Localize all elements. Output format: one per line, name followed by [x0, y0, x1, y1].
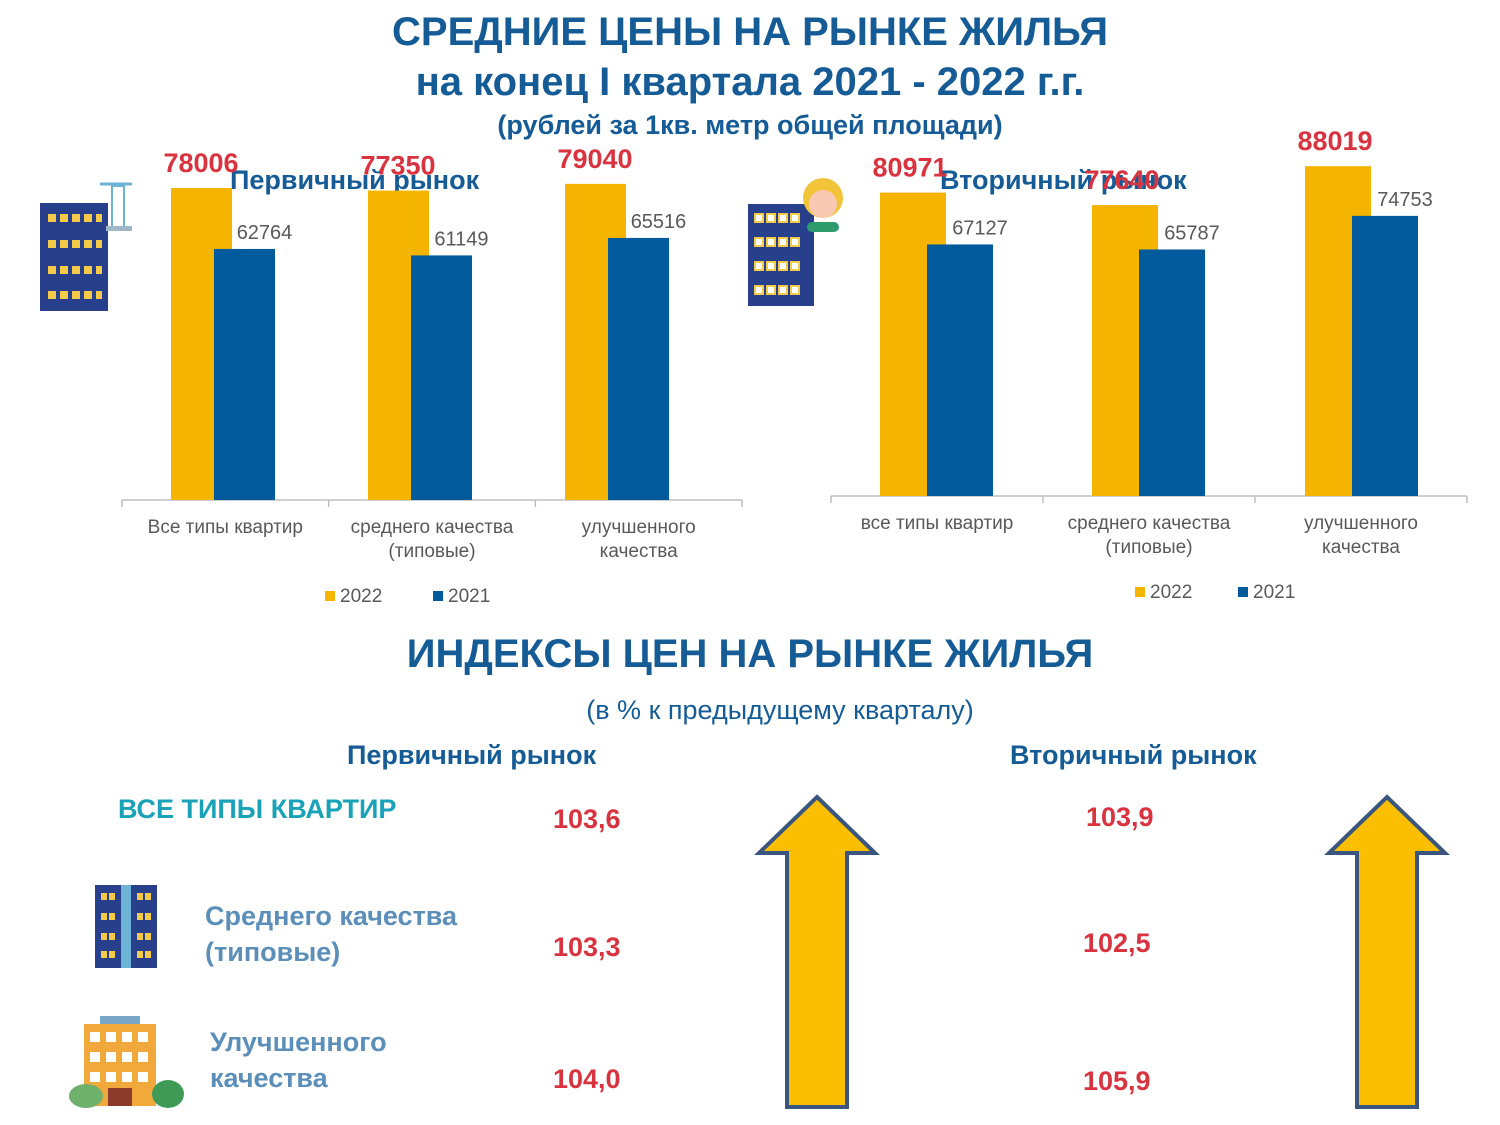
data-label-2022-3: 88019 — [1297, 126, 1372, 156]
index-primary-all: 103,6 — [553, 804, 621, 834]
legend-label-2021: 2021 — [448, 586, 490, 607]
data-label-2022-3: 79040 — [557, 144, 632, 174]
building-improved-icon — [69, 1016, 184, 1108]
category-label-2: (типовые) — [388, 541, 475, 562]
indices-secondary-label: Вторичный рынок — [1010, 740, 1257, 770]
chart-title-secondary: Вторичный рынок — [940, 165, 1187, 195]
indices-primary-label: Первичный рынок — [347, 740, 597, 770]
legend-swatch-2022 — [325, 591, 335, 601]
data-label-2022-1: 78006 — [163, 148, 238, 178]
bar-2021-2 — [1139, 249, 1205, 496]
data-label-2022-2: 77640 — [1084, 165, 1159, 195]
index-row-label-all: ВСЕ ТИПЫ КВАРТИР — [118, 794, 397, 824]
legend-label-2022: 2022 — [340, 586, 382, 607]
data-label-2021-2: 61149 — [434, 228, 488, 250]
building-typical-icon — [95, 885, 157, 968]
index-row-label-improved-line2: качества — [210, 1063, 328, 1093]
legend-swatch-2022 — [1135, 587, 1145, 597]
indices-title: ИНДЕКСЫ ЦЕН НА РЫНКЕ ЖИЛЬЯ — [406, 632, 1094, 676]
category-label-3: качества — [1322, 537, 1400, 558]
index-row-label-improved-line1: Улучшенного — [210, 1027, 387, 1057]
data-label-2022-2: 77350 — [360, 151, 435, 181]
building-crane-icon — [40, 182, 132, 311]
bar-2021-1 — [927, 244, 993, 496]
data-label-2021-3: 74753 — [1377, 189, 1433, 211]
chart-secondary-market: 80971 77640 88019 67127 65787 74753 все типы к… — [830, 126, 1468, 603]
chart-primary-market: 78006 77350 79040 62764 61149 65516 Все типы к… — [121, 144, 743, 607]
chart-title-primary: Первичный рынок — [230, 165, 480, 195]
index-primary-typical: 103,3 — [553, 932, 621, 962]
legend-swatch-2021 — [1238, 587, 1248, 597]
bar-2021-1 — [214, 248, 275, 500]
data-label-2021-2: 65787 — [1164, 222, 1220, 244]
page-title-period: на конец I квартала 2021 - 2022 г.г. — [415, 60, 1085, 104]
data-label-2021-3: 65516 — [631, 211, 687, 233]
index-row-label-typical-line1: Среднего качества — [205, 901, 458, 931]
category-label-3: улучшенного — [1304, 513, 1418, 534]
category-label-1: Все типы квартир — [148, 517, 303, 538]
legend-swatch-2021 — [433, 591, 443, 601]
index-secondary-all: 103,9 — [1086, 802, 1154, 832]
index-row-label-typical-line2: (типовые) — [205, 937, 341, 967]
up-arrow-icon — [1324, 794, 1450, 1109]
building-resident-icon — [748, 178, 843, 306]
index-secondary-typical: 102,5 — [1083, 928, 1151, 958]
category-label-2: (типовые) — [1105, 537, 1192, 558]
data-label-2021-1: 62764 — [237, 222, 293, 244]
category-label-2: среднего качества — [1068, 513, 1231, 534]
bar-2021-3 — [1352, 215, 1418, 496]
bar-2021-2 — [411, 255, 472, 500]
page-subtitle-units: (рублей за 1кв. метр общей площади) — [497, 110, 1003, 140]
bar-2021-3 — [608, 237, 669, 500]
category-label-1: все типы квартир — [861, 513, 1014, 534]
data-label-2021-1: 67127 — [952, 217, 1008, 239]
category-label-2: среднего качества — [351, 517, 514, 538]
legend-label-2022: 2022 — [1150, 582, 1192, 603]
indices-subtitle: (в % к предыдущему кварталу) — [586, 695, 974, 725]
legend-label-2021: 2021 — [1253, 582, 1295, 603]
data-label-2022-1: 80971 — [872, 153, 947, 183]
category-label-3: улучшенного — [582, 517, 696, 538]
index-primary-improved: 104,0 — [553, 1064, 621, 1094]
page-title: СРЕДНИЕ ЦЕНЫ НА РЫНКЕ ЖИЛЬЯ — [392, 10, 1108, 54]
index-secondary-improved: 105,9 — [1083, 1066, 1151, 1096]
category-label-3: качества — [600, 541, 678, 562]
index-row-label-typical: Среднего качества (типовые) — [205, 898, 457, 970]
up-arrow-icon — [754, 794, 880, 1109]
index-row-label-improved: Улучшенного качества — [210, 1024, 387, 1096]
